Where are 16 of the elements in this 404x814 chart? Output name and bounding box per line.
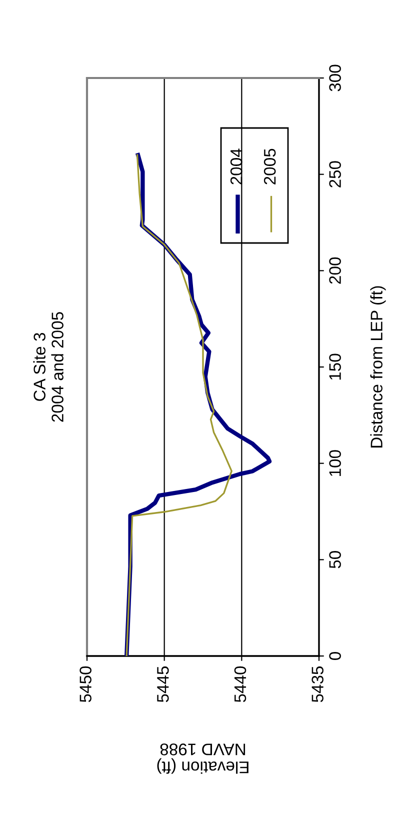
x-tick-label: 5440 bbox=[234, 666, 246, 702]
y-tick-label: 150 bbox=[329, 354, 341, 380]
y-tick-label: 250 bbox=[329, 161, 341, 188]
y-tick-label: 300 bbox=[329, 64, 341, 92]
y-tick-label: 200 bbox=[329, 257, 341, 284]
y-axis-title: Distance from LEP (ft) bbox=[370, 286, 386, 448]
x-tick-label: 5450 bbox=[80, 666, 92, 702]
y-tick-label: 50 bbox=[329, 551, 341, 568]
x-tick-label: 5445 bbox=[157, 666, 169, 702]
y-tick-label: 0 bbox=[329, 652, 341, 660]
text: 2005 bbox=[264, 148, 276, 184]
x-tick-label: 5435 bbox=[312, 666, 324, 702]
x-axis-title: Elevation (ft) NAVD 1988 bbox=[157, 744, 248, 774]
text: CA Site 3 2004 and 2005 bbox=[33, 312, 64, 422]
y-tick-label: 100 bbox=[329, 450, 341, 476]
line-series bbox=[126, 154, 232, 656]
